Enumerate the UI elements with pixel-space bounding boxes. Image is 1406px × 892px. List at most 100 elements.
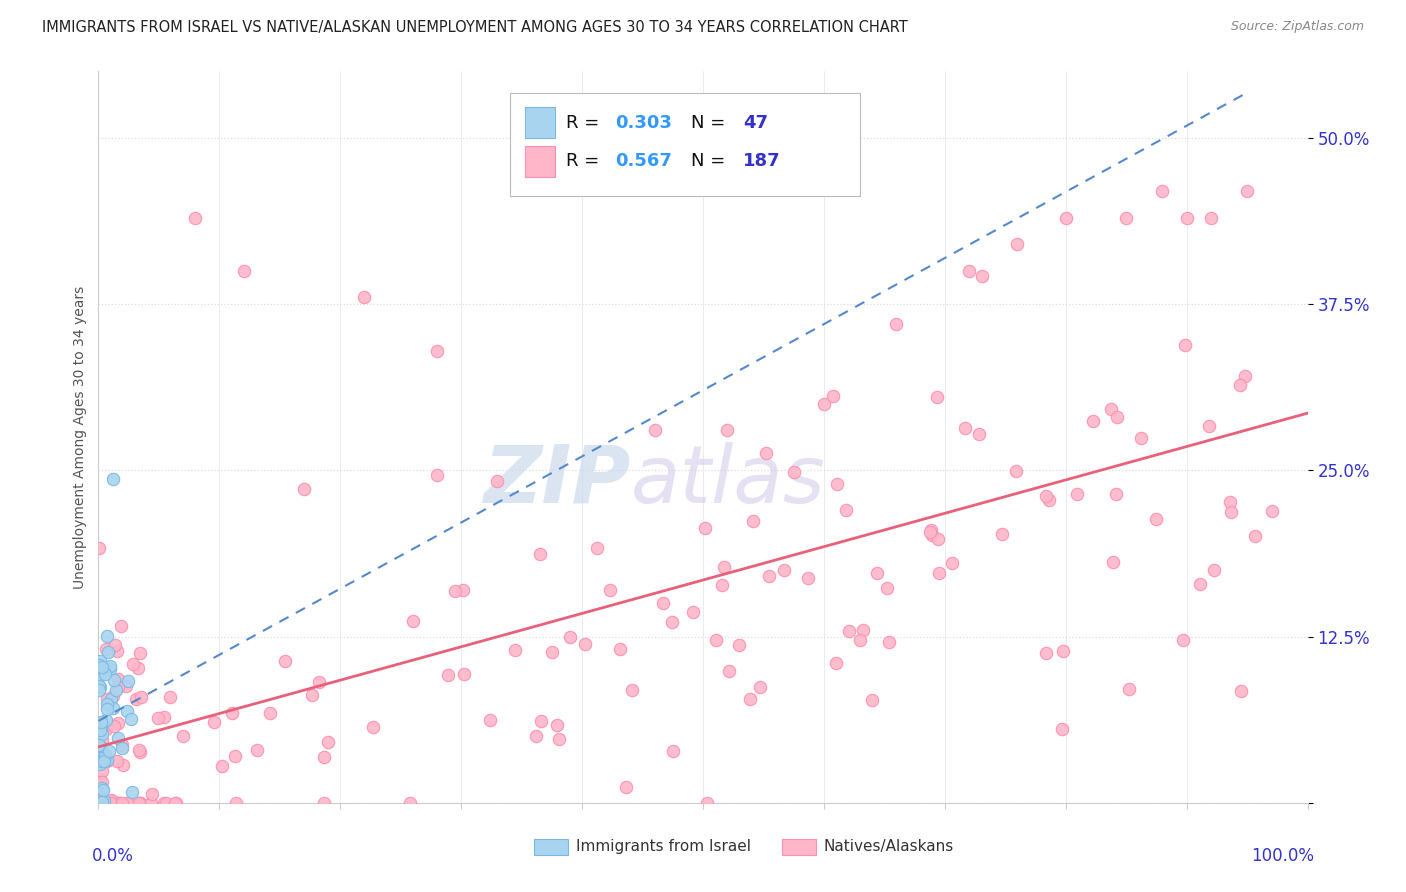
Point bbox=[530, 714, 553, 729]
Point bbox=[90, 775, 112, 789]
Point bbox=[96, 702, 118, 716]
Point bbox=[1233, 369, 1256, 384]
Point bbox=[246, 742, 269, 756]
Point bbox=[155, 796, 177, 810]
Point bbox=[101, 794, 124, 808]
Point bbox=[107, 672, 129, 686]
Point bbox=[921, 528, 943, 542]
Point bbox=[117, 674, 139, 689]
Point bbox=[93, 661, 115, 675]
Point bbox=[1052, 644, 1074, 658]
Point bbox=[1081, 414, 1104, 428]
Point bbox=[89, 781, 111, 796]
Point bbox=[90, 726, 112, 740]
Point bbox=[94, 796, 117, 810]
Point bbox=[599, 582, 621, 597]
Point bbox=[1175, 211, 1198, 225]
Point bbox=[101, 472, 124, 486]
Y-axis label: Unemployment Among Ages 30 to 34 years: Unemployment Among Ages 30 to 34 years bbox=[73, 285, 87, 589]
Point bbox=[1035, 646, 1057, 660]
Point bbox=[115, 704, 138, 718]
Point bbox=[165, 796, 187, 810]
Point bbox=[159, 690, 181, 705]
Point bbox=[87, 679, 110, 693]
Point bbox=[316, 734, 339, 748]
Point bbox=[89, 723, 111, 737]
Point bbox=[89, 654, 111, 668]
Point bbox=[105, 796, 128, 810]
Point bbox=[96, 754, 118, 768]
Text: Source: ZipAtlas.com: Source: ZipAtlas.com bbox=[1230, 20, 1364, 33]
Point bbox=[1099, 401, 1122, 416]
Point bbox=[93, 796, 115, 810]
Point bbox=[402, 614, 425, 628]
Point bbox=[877, 635, 900, 649]
Point bbox=[479, 713, 502, 727]
Point bbox=[1104, 486, 1126, 500]
Point bbox=[453, 666, 475, 681]
Point bbox=[312, 796, 335, 810]
Point bbox=[728, 638, 751, 652]
Point bbox=[100, 792, 122, 806]
Bar bbox=[534, 838, 568, 855]
Point bbox=[426, 343, 449, 358]
Point bbox=[91, 783, 114, 797]
Text: 47: 47 bbox=[742, 113, 768, 131]
Point bbox=[96, 698, 118, 712]
Point bbox=[107, 731, 129, 746]
Point bbox=[717, 664, 740, 678]
Bar bbox=[526, 107, 555, 138]
Point bbox=[1115, 211, 1137, 225]
Point bbox=[94, 748, 117, 763]
Point bbox=[104, 683, 127, 698]
Point bbox=[614, 780, 637, 794]
Point bbox=[115, 796, 138, 810]
Point bbox=[797, 571, 820, 585]
Point bbox=[813, 397, 835, 411]
Point bbox=[129, 646, 152, 660]
Point bbox=[1219, 495, 1241, 509]
Point bbox=[353, 290, 375, 304]
Point bbox=[574, 637, 596, 651]
Point bbox=[103, 719, 125, 733]
Text: R =: R = bbox=[567, 153, 606, 170]
Point bbox=[955, 420, 977, 434]
Point bbox=[146, 711, 169, 725]
Point bbox=[89, 795, 111, 809]
Point bbox=[103, 701, 125, 715]
Point bbox=[426, 467, 449, 482]
Point bbox=[1236, 184, 1258, 198]
Point bbox=[224, 749, 246, 764]
Text: Immigrants from Israel: Immigrants from Israel bbox=[576, 839, 751, 855]
Point bbox=[96, 629, 118, 643]
Point bbox=[139, 796, 162, 810]
Point bbox=[783, 465, 806, 479]
Point bbox=[860, 693, 883, 707]
Point bbox=[1152, 184, 1174, 198]
Point bbox=[89, 723, 111, 737]
Text: N =: N = bbox=[690, 153, 731, 170]
Point bbox=[444, 584, 467, 599]
Point bbox=[652, 595, 675, 609]
Point bbox=[118, 796, 141, 810]
Point bbox=[93, 747, 115, 762]
Point bbox=[1220, 505, 1243, 519]
Point bbox=[972, 269, 994, 284]
Point bbox=[886, 317, 908, 331]
Point bbox=[115, 679, 138, 693]
Point bbox=[704, 632, 727, 647]
Point bbox=[129, 796, 152, 810]
Point bbox=[90, 780, 112, 795]
Point bbox=[825, 656, 848, 670]
Text: N =: N = bbox=[690, 113, 731, 131]
Point bbox=[301, 688, 323, 702]
Point bbox=[94, 723, 117, 737]
Point bbox=[1038, 492, 1060, 507]
Point bbox=[920, 524, 942, 539]
Point bbox=[101, 796, 124, 810]
Text: 0.0%: 0.0% bbox=[93, 847, 134, 864]
Point bbox=[96, 692, 118, 706]
Point bbox=[93, 751, 115, 765]
Point bbox=[292, 483, 315, 497]
Point bbox=[851, 623, 873, 637]
